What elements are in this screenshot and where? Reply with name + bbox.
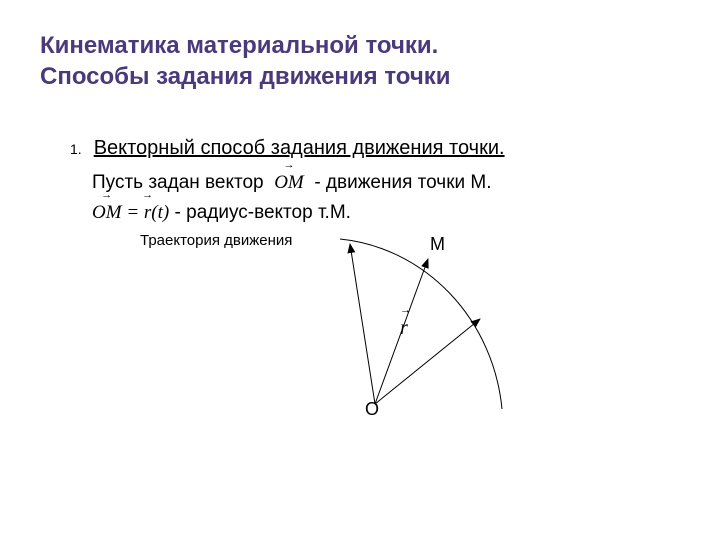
formula-r: r (144, 202, 151, 224)
formula-t: (t) (151, 202, 169, 223)
section-number: 1. (70, 141, 82, 157)
section-title: Векторный способ задания движения точки. (94, 137, 505, 160)
line1-text-b: - движения точки М. (314, 172, 491, 193)
title-line-2: Способы задания движения точки (40, 63, 451, 90)
section-heading: 1. Векторный способ задания движения точ… (70, 137, 680, 160)
formula-eq: = (122, 202, 144, 223)
diagram-svg (270, 229, 590, 449)
line2-text-b: - радиус-вектор т.М. (175, 202, 351, 223)
diagram-label-r: r (400, 317, 408, 340)
slide-title: Кинематика материальной точки. Способы з… (40, 30, 680, 92)
content-area: 1. Векторный способ задания движения точ… (40, 137, 680, 449)
title-line-1: Кинематика материальной точки. (40, 32, 438, 59)
line1-text-a: Пусть задан вектор (92, 172, 264, 193)
diagram-label-m: M (430, 234, 445, 255)
formula-om-1: OM (274, 172, 304, 194)
formula-om-2: OM (92, 202, 122, 224)
text-line-2: OM = r(t) - радиус-вектор т.М. (92, 202, 680, 224)
diagram: M O r (270, 229, 590, 449)
diagram-label-o: O (365, 399, 379, 420)
text-line-1: Пусть задан вектор OM - движения точки М… (92, 172, 680, 194)
